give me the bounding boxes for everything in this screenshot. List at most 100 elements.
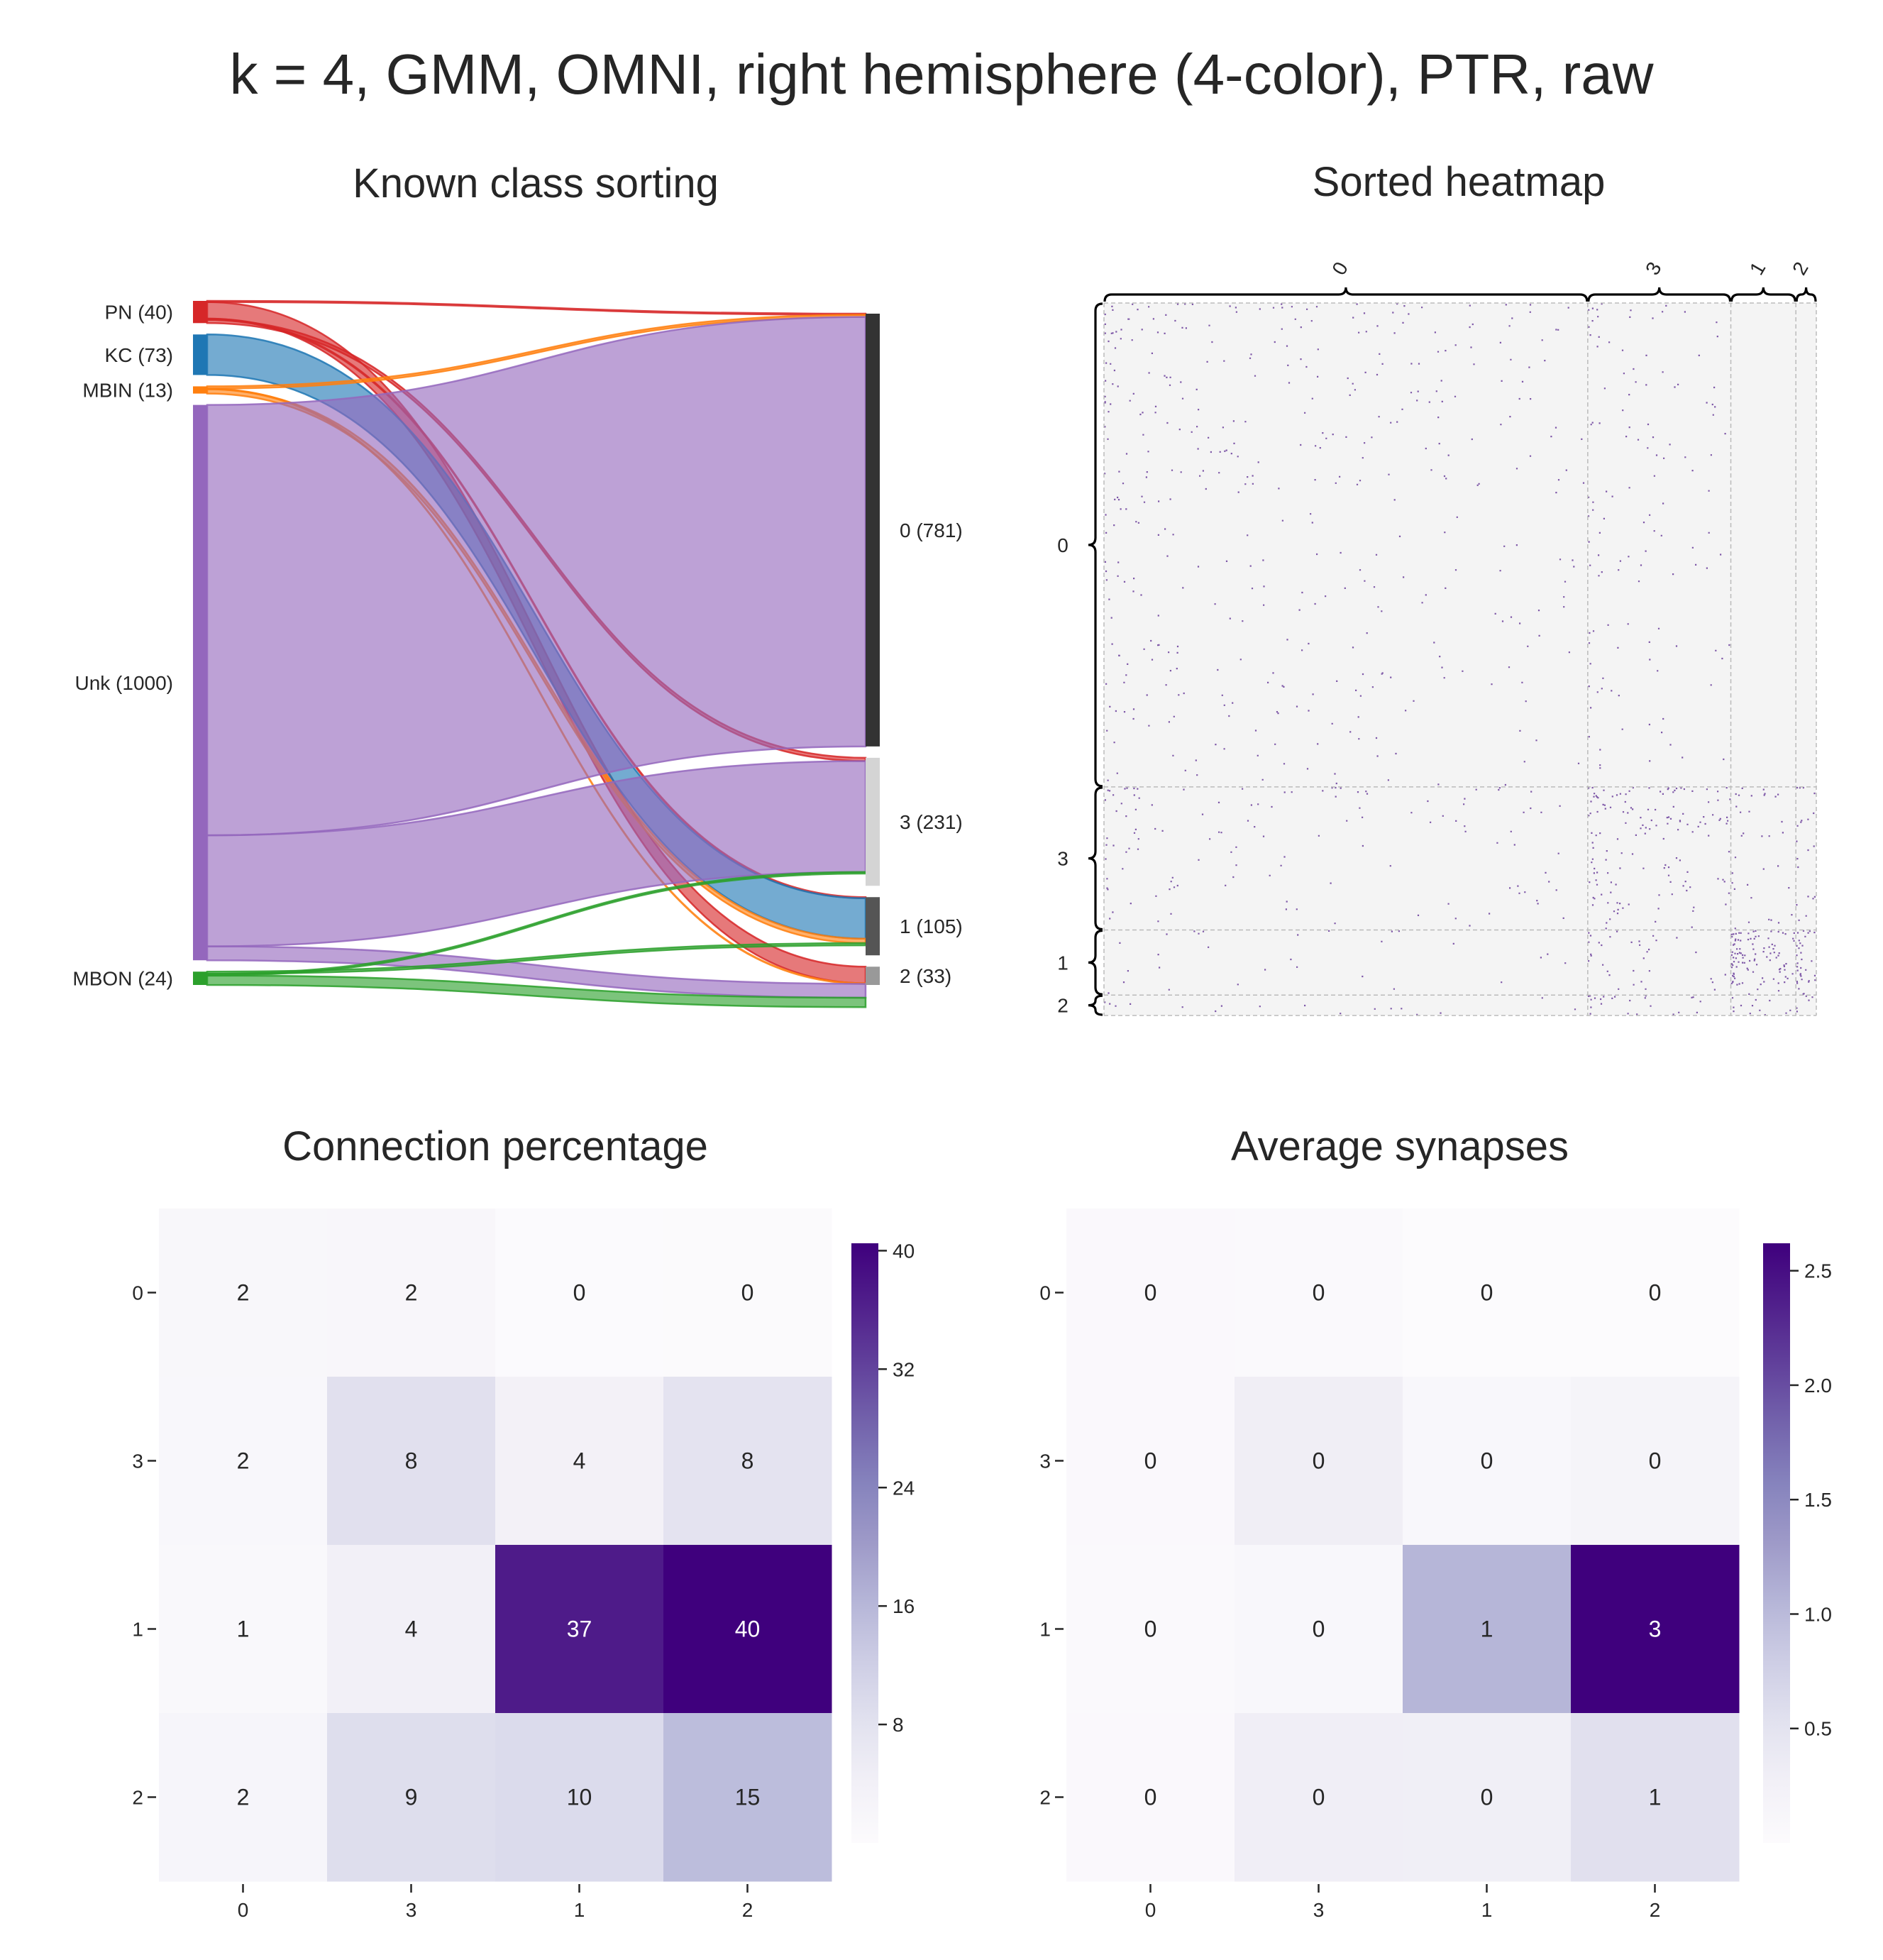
heatmap-cell-value: 0 <box>1313 1617 1325 1642</box>
y-tick-label: 2 <box>132 1787 143 1809</box>
cluster-brace-top <box>1730 287 1796 302</box>
heatmap-cell-value: 0 <box>1144 1448 1157 1474</box>
heatmap-cell <box>1571 1545 1740 1714</box>
heatmap-cell <box>327 1545 496 1714</box>
x-tick-label: 0 <box>1145 1899 1156 1921</box>
sankey-source-label: MBIN (13) <box>82 380 173 402</box>
sankey-source-label: MBON (24) <box>72 968 173 990</box>
x-tick-label: 1 <box>574 1899 585 1921</box>
heatmap-cell <box>1571 1713 1740 1882</box>
heatmap-cell-value: 0 <box>1144 1617 1157 1642</box>
sankey-target-node <box>866 314 880 747</box>
heatmap-cell-value: 0 <box>1313 1280 1325 1306</box>
cluster-label-top: 3 <box>1641 258 1666 279</box>
heatmap-cell <box>1403 1713 1572 1882</box>
heatmap-cell-value: 0 <box>1481 1785 1493 1810</box>
heatmap-cell-value: 9 <box>405 1785 418 1810</box>
heatmap-cell-value: 2 <box>237 1280 250 1306</box>
cluster-brace-left <box>1088 786 1103 931</box>
colorbar-tick-label: 32 <box>893 1358 915 1380</box>
sankey-target-node <box>866 897 880 956</box>
heatmap-cell <box>1066 1209 1235 1377</box>
colorbar <box>1763 1243 1790 1843</box>
x-tick-label: 3 <box>406 1899 417 1921</box>
sankey-target-label: 3 (231) <box>900 811 963 833</box>
y-tick-label: 0 <box>132 1282 143 1304</box>
cluster-brace-left <box>1088 929 1103 996</box>
colorbar <box>851 1243 878 1843</box>
heatmap-cell <box>1066 1713 1235 1882</box>
heatmap-cell <box>1403 1545 1572 1714</box>
cluster-label-left: 0 <box>1057 534 1068 556</box>
heatmap-cell <box>663 1209 832 1377</box>
heatmap-cell-value: 15 <box>735 1785 761 1810</box>
cluster-label-left: 1 <box>1057 952 1068 974</box>
cluster-label-top: 2 <box>1788 258 1813 279</box>
cluster-label-top: 0 <box>1327 258 1352 279</box>
sankey-flow <box>206 316 867 837</box>
heatmap-cell <box>1235 1545 1403 1714</box>
cluster-brace-top <box>1103 287 1589 302</box>
cluster-brace-top <box>1587 287 1732 302</box>
y-tick-label: 3 <box>132 1450 143 1472</box>
adjacency-block-lines <box>1103 302 1817 1016</box>
heatmap-cell-value: 0 <box>1144 1280 1157 1306</box>
heatmap-cell-value: 10 <box>567 1785 592 1810</box>
sankey-panel: Known class sorting PN (40) KC (73) MBIN (… <box>72 160 963 1008</box>
sankey-source-node <box>193 301 207 324</box>
heatmap-cell-value: 3 <box>1649 1617 1662 1642</box>
sankey-source-node <box>193 334 207 375</box>
heatmap-cell-value: 2 <box>405 1280 418 1306</box>
x-tick-label: 0 <box>238 1899 249 1921</box>
cluster-brace-left <box>1088 994 1103 1016</box>
heatmap-cell <box>1403 1377 1572 1546</box>
heatmap-cell <box>495 1713 664 1882</box>
y-tick-label: 2 <box>1039 1787 1051 1809</box>
heatmap-cell <box>159 1209 328 1377</box>
heatmap-cell <box>1066 1545 1235 1714</box>
cluster-label-left: 3 <box>1057 848 1068 870</box>
heatmap-cell <box>495 1377 664 1546</box>
heatmap-cell-value: 2 <box>237 1785 250 1810</box>
heatmap-cell <box>495 1545 664 1714</box>
heatmap-cell-value: 0 <box>1313 1785 1325 1810</box>
heatmap-cell-value: 0 <box>1144 1785 1157 1810</box>
heatmap-cell-value: 0 <box>1649 1448 1662 1474</box>
sankey-target-label: 1 (105) <box>900 915 963 937</box>
sankey-target-node <box>866 757 880 886</box>
heatmap-cell-value: 40 <box>735 1617 761 1642</box>
heatmap-cell <box>1235 1377 1403 1546</box>
heatmap-cell-value: 0 <box>1649 1280 1662 1306</box>
sankey-flow <box>206 299 867 316</box>
heatmap-cell-value: 4 <box>573 1448 586 1474</box>
heatmap-cell <box>327 1377 496 1546</box>
heatmap-cell-value: 1 <box>1649 1785 1662 1810</box>
heatmap-cell <box>663 1545 832 1714</box>
heatmap-cell <box>1235 1209 1403 1377</box>
heatmap-cell <box>663 1713 832 1882</box>
sankey-target-node <box>866 967 880 985</box>
heatmap-cell <box>1235 1713 1403 1882</box>
x-tick-label: 1 <box>1481 1899 1493 1921</box>
sankey-source-node <box>193 971 207 985</box>
heatmap-cell <box>1403 1209 1572 1377</box>
sankey-target-label: 0 (781) <box>900 519 963 541</box>
adjacency-background <box>1104 303 1816 1015</box>
y-tick-label: 1 <box>132 1619 143 1641</box>
sankey-nodes: PN (40) KC (73) MBIN (13) Unk (1000) MBON (2… <box>72 301 963 990</box>
cluster-label-top: 1 <box>1745 258 1770 279</box>
colorbar-tick-label: 1.5 <box>1804 1489 1832 1511</box>
sorted-heatmap-title: Sorted heatmap <box>1313 159 1606 205</box>
heatmap-cell-value: 0 <box>573 1280 586 1306</box>
heatmap-cell <box>1571 1377 1740 1546</box>
sankey-source-label: PN (40) <box>105 302 173 324</box>
colorbar-tick-label: 2.5 <box>1804 1260 1832 1282</box>
sankey-source-label: KC (73) <box>105 344 173 366</box>
y-tick-label: 3 <box>1039 1450 1051 1472</box>
heatmap-cell-value: 2 <box>237 1448 250 1474</box>
heatmap-cell-value: 1 <box>237 1617 250 1642</box>
colorbar-tick-label: 8 <box>893 1714 904 1736</box>
heatmap-cell-value: 1 <box>1481 1617 1493 1642</box>
heatmap-cell-value: 4 <box>405 1617 418 1642</box>
